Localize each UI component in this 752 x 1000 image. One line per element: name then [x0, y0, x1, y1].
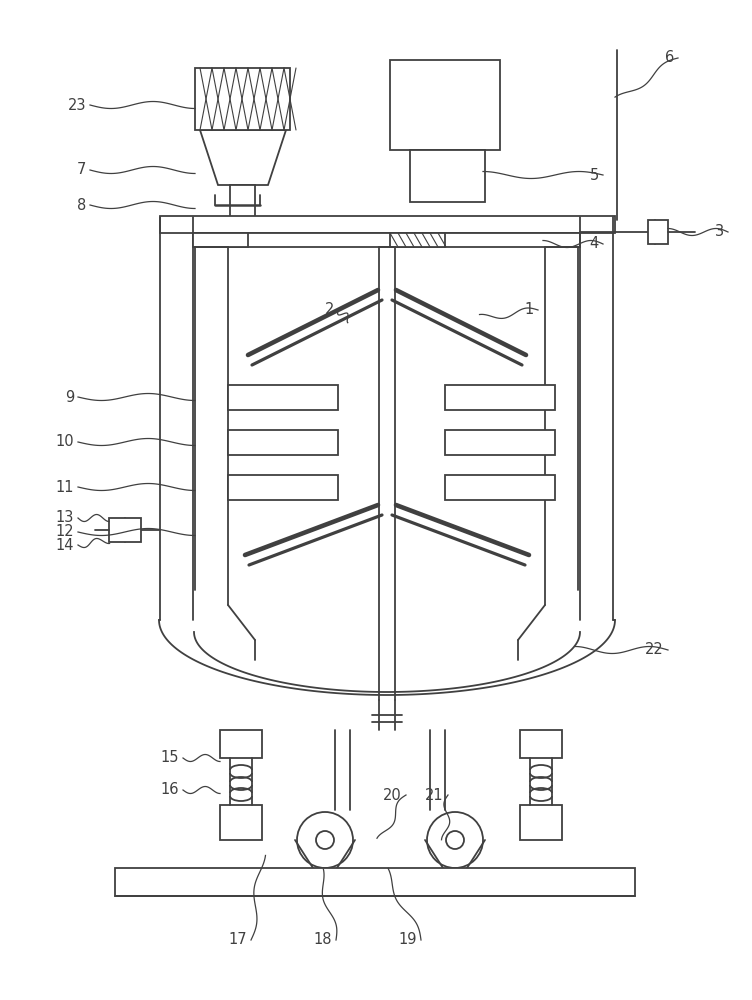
Text: 12: 12: [56, 524, 74, 540]
Text: 19: 19: [399, 932, 417, 948]
Text: 20: 20: [384, 788, 402, 802]
Text: 1: 1: [525, 302, 534, 318]
Bar: [520, 805, 562, 840]
Bar: [390, 60, 500, 150]
Text: 23: 23: [68, 98, 86, 112]
Text: 3: 3: [715, 225, 724, 239]
Text: 22: 22: [645, 643, 664, 658]
Bar: [220, 730, 262, 758]
Bar: [115, 868, 635, 896]
Text: 7: 7: [77, 162, 86, 178]
Text: 17: 17: [229, 932, 247, 948]
Bar: [520, 730, 562, 758]
Bar: [195, 233, 580, 247]
Text: 13: 13: [56, 510, 74, 526]
Bar: [445, 475, 555, 500]
Bar: [445, 430, 555, 455]
Text: 11: 11: [56, 480, 74, 494]
Text: 10: 10: [56, 434, 74, 450]
Bar: [648, 220, 668, 244]
Bar: [193, 233, 248, 247]
Text: 16: 16: [160, 782, 179, 798]
Text: 21: 21: [426, 788, 444, 802]
Bar: [195, 68, 290, 130]
Bar: [220, 805, 262, 840]
Bar: [228, 430, 338, 455]
Bar: [228, 475, 338, 500]
Bar: [445, 385, 555, 410]
Text: 4: 4: [590, 236, 599, 251]
Bar: [160, 216, 615, 233]
Bar: [228, 385, 338, 410]
Bar: [410, 150, 485, 202]
Text: 6: 6: [665, 50, 674, 66]
Text: 9: 9: [65, 389, 74, 404]
Text: 15: 15: [160, 750, 179, 766]
Text: 14: 14: [56, 538, 74, 552]
Polygon shape: [200, 130, 286, 185]
Bar: [390, 233, 445, 247]
Text: 2: 2: [325, 302, 334, 318]
Text: 18: 18: [314, 932, 332, 948]
Bar: [230, 185, 255, 217]
Text: 8: 8: [77, 198, 86, 213]
Text: 5: 5: [590, 167, 599, 182]
Bar: [109, 518, 141, 542]
